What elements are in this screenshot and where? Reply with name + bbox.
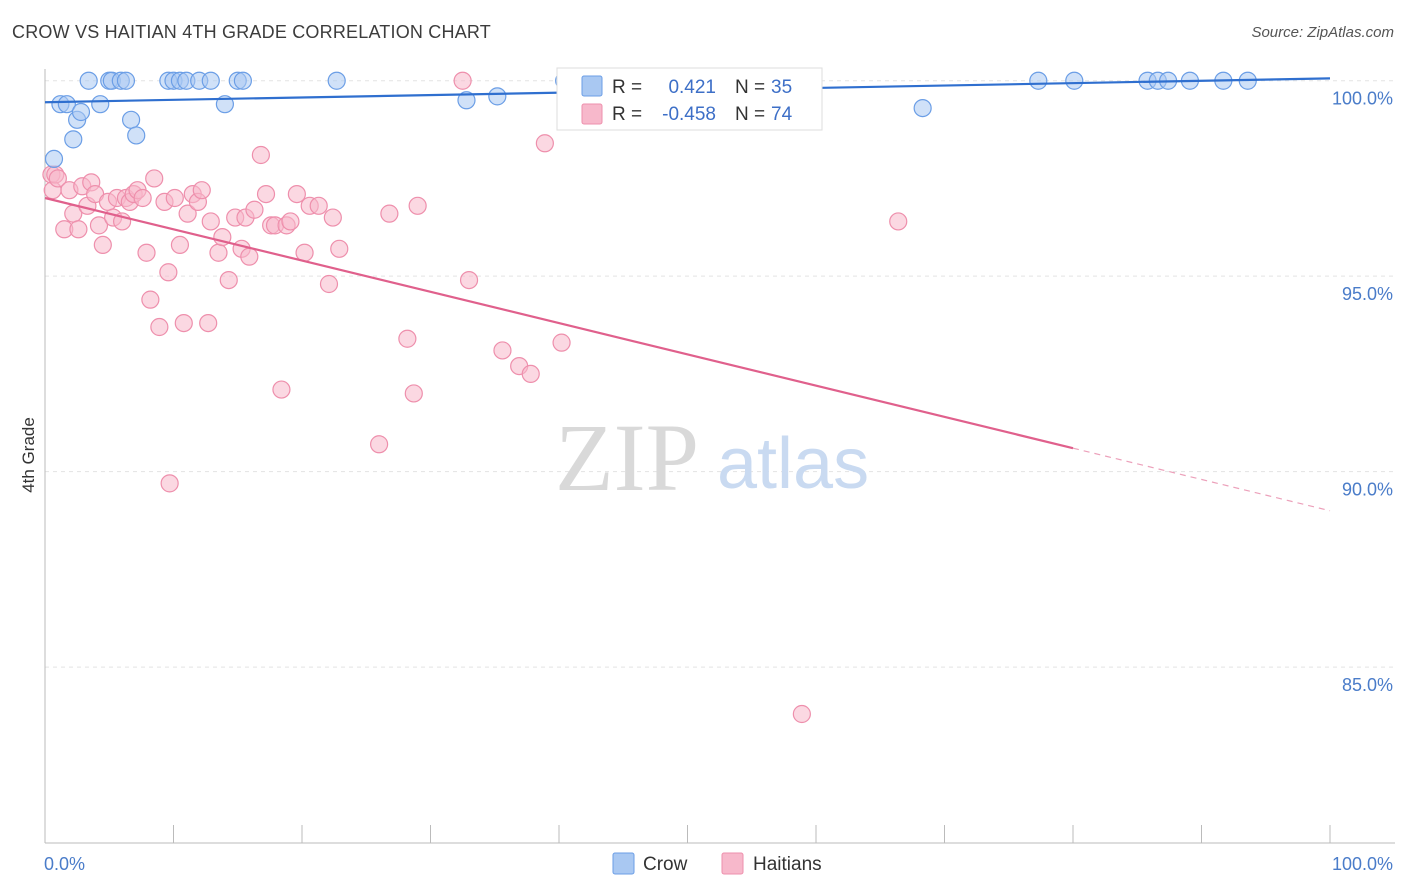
haitians-point bbox=[521, 364, 540, 384]
legend-crow-label: Crow bbox=[643, 854, 688, 875]
crow-point bbox=[116, 71, 136, 90]
watermark-zip: ZIP bbox=[555, 404, 699, 511]
haitians-point bbox=[370, 435, 389, 454]
y-tick-label: 85.0% bbox=[1342, 675, 1393, 695]
crow-point bbox=[327, 71, 346, 90]
haitians-point bbox=[323, 208, 342, 227]
haitians-point bbox=[535, 134, 554, 153]
crow-point bbox=[488, 87, 507, 106]
haitians-point bbox=[93, 235, 112, 255]
haitians-point bbox=[192, 181, 211, 200]
haitians-point bbox=[141, 290, 160, 309]
haitians-point bbox=[133, 188, 152, 208]
crow-point bbox=[1029, 71, 1048, 90]
haitians-point bbox=[69, 220, 88, 239]
gridlines bbox=[45, 80, 1395, 668]
haitians-point bbox=[160, 474, 179, 493]
haitians-point bbox=[459, 270, 479, 290]
y-tick-label: 100.0% bbox=[1332, 89, 1393, 109]
haitians-points bbox=[42, 71, 908, 724]
haitians-point bbox=[404, 384, 423, 403]
legend-haitians-swatch bbox=[721, 852, 744, 875]
watermark-atlas: atlas bbox=[717, 424, 869, 504]
haitians-point bbox=[137, 243, 156, 262]
haitians-point bbox=[330, 239, 349, 258]
watermark: ZIP atlas bbox=[555, 404, 869, 511]
haitians-point bbox=[159, 263, 178, 282]
haitians-trend-line bbox=[44, 196, 1074, 450]
haitians-point bbox=[272, 380, 291, 399]
chart-title: CROW VS HAITIAN 4TH GRADE CORRELATION CH… bbox=[12, 22, 491, 42]
crow-point bbox=[127, 126, 146, 145]
haitians-point bbox=[493, 341, 512, 360]
haitians-point bbox=[251, 145, 270, 165]
haitians-point bbox=[174, 313, 193, 333]
y-tick-label: 90.0% bbox=[1342, 480, 1393, 500]
crow-n-label: N = bbox=[735, 77, 765, 98]
crow-point bbox=[1065, 71, 1084, 90]
y-tick-label: 95.0% bbox=[1342, 284, 1393, 304]
haitians-point bbox=[792, 704, 811, 724]
crow-points bbox=[44, 71, 1257, 169]
crow-point bbox=[44, 149, 64, 169]
haitians-point bbox=[245, 200, 264, 219]
haitians-point bbox=[240, 247, 259, 266]
haitians-swatch bbox=[581, 103, 603, 125]
y-axis-title: 4th Grade bbox=[19, 417, 38, 493]
haitians-point bbox=[170, 235, 190, 255]
haitians-r-label: R = bbox=[612, 104, 642, 125]
crow-r-label: R = bbox=[612, 77, 642, 98]
haitians-point bbox=[89, 216, 109, 235]
legend-haitians-label: Haitians bbox=[753, 854, 822, 875]
haitians-point bbox=[408, 196, 427, 215]
haitians-n-label: N = bbox=[735, 104, 765, 125]
crow-point bbox=[64, 130, 83, 149]
x-tick-label: 0.0% bbox=[44, 854, 85, 874]
haitians-point bbox=[165, 188, 184, 208]
haitians-point bbox=[319, 274, 339, 294]
haitians-point bbox=[453, 71, 472, 90]
haitians-r-value: -0.458 bbox=[662, 104, 716, 125]
crow-point bbox=[913, 98, 932, 118]
haitians-point bbox=[281, 212, 300, 231]
haitians-point bbox=[219, 270, 238, 290]
x-tick-label: 100.0% bbox=[1332, 854, 1393, 874]
haitians-point bbox=[199, 313, 218, 333]
x-tick-labels: 0.0% 100.0% bbox=[44, 854, 1393, 874]
crow-point bbox=[457, 91, 476, 110]
crow-point bbox=[71, 102, 91, 122]
haitians-point bbox=[201, 212, 220, 231]
haitians-point bbox=[256, 184, 276, 204]
crow-point bbox=[201, 71, 220, 90]
haitians-point bbox=[889, 212, 908, 231]
crow-swatch bbox=[581, 75, 603, 97]
haitians-point bbox=[178, 204, 197, 223]
haitians-trend-extension bbox=[1072, 447, 1331, 512]
y-tick-labels: 100.0% 95.0% 90.0% 85.0% bbox=[1332, 89, 1393, 695]
crow-point bbox=[121, 110, 141, 129]
crow-r-value: 0.421 bbox=[668, 77, 716, 98]
crow-point bbox=[233, 71, 252, 90]
crow-point bbox=[79, 71, 98, 90]
legend-crow-swatch bbox=[612, 852, 635, 875]
haitians-point bbox=[145, 169, 164, 188]
haitians-point bbox=[150, 317, 169, 337]
haitians-point bbox=[380, 204, 399, 223]
haitians-point bbox=[552, 333, 571, 352]
haitians-point bbox=[398, 329, 417, 348]
crow-point bbox=[91, 95, 110, 114]
series-legend: Crow Haitians bbox=[612, 852, 822, 875]
stats-legend: R = 0.421 N = 35 R = -0.458 N = 74 bbox=[556, 67, 823, 131]
crow-point bbox=[57, 95, 76, 114]
haitians-point bbox=[287, 184, 306, 204]
haitians-n-value: 74 bbox=[771, 104, 793, 125]
haitians-point bbox=[309, 196, 328, 215]
source-label: Source: ZipAtlas.com bbox=[1251, 24, 1394, 41]
haitians-point bbox=[48, 169, 67, 188]
crow-n-value: 35 bbox=[771, 77, 792, 98]
haitians-point bbox=[209, 243, 228, 262]
